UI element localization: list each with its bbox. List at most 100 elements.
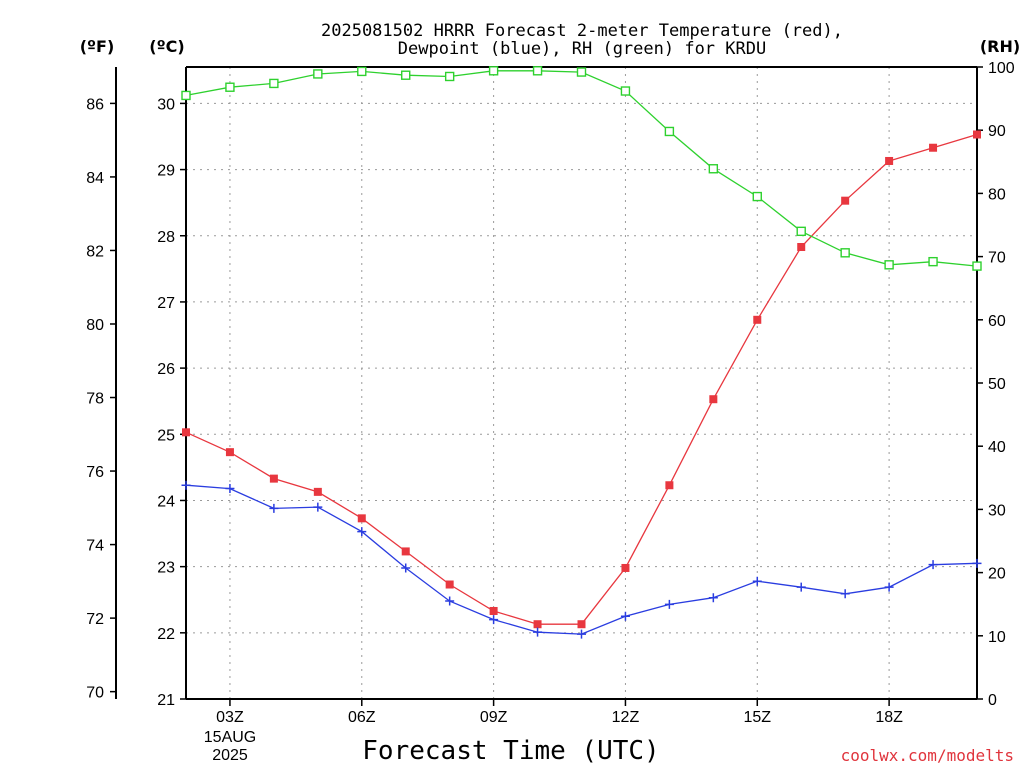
celsius-tick-label: 27 <box>157 295 175 312</box>
temperature-point <box>797 243 806 252</box>
rh-point <box>972 261 982 271</box>
rh-tick-label: 0 <box>988 692 997 709</box>
temperature-point <box>973 130 981 139</box>
dewpoint-point <box>269 503 279 513</box>
rh-point <box>840 248 850 258</box>
fahrenheit-tick-label: 76 <box>86 464 104 481</box>
celsius-tick-label: 26 <box>157 361 175 378</box>
rh-point <box>532 66 543 76</box>
chart-title-line-2: Dewpoint (blue), RH (green) for KRDU <box>398 39 766 59</box>
rh-point <box>225 82 235 92</box>
temperature-point <box>841 196 850 205</box>
temperature-line <box>185 133 978 625</box>
fahrenheit-tick-label: 72 <box>86 611 104 628</box>
temperature-point <box>225 448 234 457</box>
fahrenheit-tick-label: 80 <box>86 317 104 334</box>
dewpoint-point <box>577 629 586 639</box>
dewpoint-point <box>225 484 235 494</box>
rh-point <box>620 86 631 96</box>
celsius-tick-label: 28 <box>157 229 175 246</box>
rh-tick-label: 40 <box>988 439 1006 456</box>
rh-tick-label: 50 <box>988 376 1006 393</box>
x-tick-label: 18Z <box>875 709 903 726</box>
x-tick-label: 03Z <box>216 709 244 726</box>
temperature-point <box>313 487 322 496</box>
rh-point <box>357 66 367 77</box>
celsius-tick-label: 30 <box>157 96 175 113</box>
x-tick-label: 09Z <box>480 709 508 726</box>
temperature-point <box>577 620 586 629</box>
data-series <box>181 66 982 639</box>
rh-point <box>269 78 279 89</box>
fahrenheit-tick-label: 70 <box>86 685 104 702</box>
dewpoint-line <box>185 484 978 635</box>
fahrenheit-tick-label: 74 <box>86 538 104 555</box>
celsius-tick-label: 22 <box>157 626 175 643</box>
celsius-tick-label: 29 <box>157 163 175 180</box>
rh-point <box>664 126 675 137</box>
rh-line <box>185 70 978 267</box>
rh-point <box>576 67 587 77</box>
dewpoint-point <box>884 582 894 592</box>
fahrenheit-tick-label: 86 <box>86 96 104 113</box>
rh-tick-label: 70 <box>988 250 1006 267</box>
temperature-point <box>182 428 190 437</box>
x-tick-label: 06Z <box>348 709 376 726</box>
rh-point <box>796 226 806 237</box>
rh-tick-label: 20 <box>988 566 1006 583</box>
dewpoint-point <box>972 558 982 568</box>
rh-point <box>708 164 719 174</box>
dewpoint-point <box>489 615 499 625</box>
rh-point <box>752 191 762 202</box>
date-label-year: 2025 <box>212 747 248 764</box>
dewpoint-point <box>620 611 630 621</box>
dewpoint-point <box>313 502 323 512</box>
dewpoint-point <box>708 593 718 603</box>
temperature-point <box>621 563 630 572</box>
dewpoint-point <box>840 589 850 599</box>
chart-title-line-1: 2025081502 HRRR Forecast 2-meter Tempera… <box>321 21 843 41</box>
x-tick-label: 15Z <box>743 709 771 726</box>
rh-tick-label: 80 <box>988 186 1006 203</box>
temperature-point <box>885 156 894 165</box>
rh-point <box>444 71 455 82</box>
celsius-tick-label: 23 <box>157 560 175 577</box>
dewpoint-point <box>752 576 762 586</box>
temperature-point <box>445 580 454 589</box>
rh-point <box>488 66 499 76</box>
temperature-point <box>401 547 410 556</box>
rh-tick-label: 10 <box>988 629 1006 646</box>
rh-tick-label: 90 <box>988 123 1006 140</box>
rh-point <box>181 90 191 101</box>
date-label-day: 15AUG <box>204 729 256 746</box>
celsius-tick-label: 24 <box>157 493 175 510</box>
celsius-axis-unit: (ºC) <box>149 37 184 56</box>
grid-lines <box>186 67 977 699</box>
temperature-point <box>665 481 674 490</box>
chart-axes <box>110 66 983 706</box>
temperature-point <box>929 143 938 152</box>
fahrenheit-tick-label: 84 <box>86 170 104 187</box>
source-credit: coolwx.com/modelts <box>841 746 1014 765</box>
tick-labels: 21 22 23 24 25 26 27 28 29 30 70 72 74 76 78 80 82 84 86 0 1… <box>86 60 1015 726</box>
x-tick-label: 12Z <box>612 709 640 726</box>
dewpoint-point <box>664 599 674 609</box>
rh-point <box>884 260 894 270</box>
temperature-point <box>533 620 542 629</box>
x-axis-label: Forecast Time (UTC) <box>362 736 659 766</box>
celsius-tick-label: 21 <box>157 692 175 709</box>
rh-tick-label: 60 <box>988 313 1006 330</box>
rh-point <box>401 70 411 80</box>
dewpoint-point <box>928 560 938 570</box>
temperature-point <box>269 474 278 483</box>
dewpoint-point <box>181 480 191 490</box>
rh-axis-unit: (RH) <box>980 37 1020 56</box>
rh-point <box>313 69 323 79</box>
dewpoint-point <box>445 596 455 606</box>
temperature-point <box>753 315 762 324</box>
rh-point <box>928 256 938 267</box>
dewpoint-point <box>401 563 411 573</box>
fahrenheit-axis-unit: (ºF) <box>80 37 115 56</box>
rh-tick-label: 100 <box>988 60 1015 77</box>
